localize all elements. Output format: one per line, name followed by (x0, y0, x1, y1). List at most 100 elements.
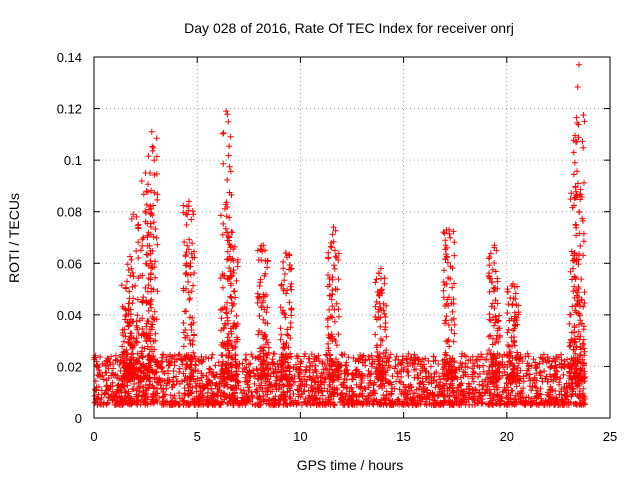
data-point (287, 350, 294, 357)
data-point (507, 392, 514, 399)
data-point (123, 311, 130, 318)
data-point (175, 351, 182, 358)
data-point (377, 323, 384, 330)
data-point (324, 323, 331, 330)
data-point (405, 350, 412, 357)
data-point (281, 277, 288, 284)
data-point (146, 374, 153, 381)
data-point (245, 396, 252, 403)
data-point (161, 378, 168, 385)
data-point (505, 326, 512, 333)
data-point (100, 376, 107, 383)
data-point (171, 401, 178, 408)
data-point (325, 315, 332, 322)
data-point (125, 323, 132, 330)
data-point (486, 392, 493, 399)
data-point (262, 247, 269, 254)
data-point (184, 242, 191, 249)
data-point (567, 196, 574, 203)
data-point (562, 388, 569, 395)
data-point (443, 352, 450, 359)
data-point (364, 399, 371, 406)
data-point (126, 376, 133, 383)
data-point (170, 395, 177, 402)
data-point (359, 390, 366, 397)
data-point (569, 204, 576, 211)
data-point (221, 382, 228, 389)
data-point (445, 336, 452, 343)
data-point (302, 350, 309, 357)
data-point (154, 385, 161, 392)
data-point (490, 369, 497, 376)
data-point (228, 362, 235, 369)
data-point (149, 264, 156, 271)
data-point (329, 291, 336, 298)
y-tick-label: 0.14 (57, 50, 82, 65)
data-point (451, 252, 458, 259)
data-point (572, 274, 579, 281)
data-point (215, 359, 222, 366)
data-point (232, 356, 239, 363)
data-point (272, 377, 279, 384)
data-point (486, 253, 493, 260)
data-point (145, 318, 152, 325)
y-tick-label: 0.06 (57, 256, 82, 271)
data-point (492, 297, 499, 304)
data-point (334, 286, 341, 293)
data-point (359, 393, 366, 400)
data-point (116, 393, 123, 400)
data-point (139, 384, 146, 391)
data-point (447, 275, 454, 282)
data-point (325, 271, 332, 278)
data-point (118, 376, 125, 383)
data-point (331, 306, 338, 313)
data-point (507, 398, 514, 405)
data-point (287, 283, 294, 290)
data-point (176, 365, 183, 372)
data-point (142, 170, 149, 177)
data-point (483, 386, 490, 393)
data-point (183, 221, 190, 228)
data-point (447, 234, 454, 241)
data-point (183, 269, 190, 276)
data-point (129, 269, 136, 276)
data-point (225, 330, 232, 337)
data-point (185, 289, 192, 296)
data-point (581, 395, 588, 402)
data-point (290, 400, 297, 407)
data-point (130, 354, 137, 361)
data-point (186, 295, 193, 302)
data-point (491, 259, 498, 266)
data-point (492, 379, 499, 386)
data-point (147, 257, 154, 264)
data-point (187, 390, 194, 397)
data-point (488, 303, 495, 310)
data-point (503, 379, 510, 386)
data-point (102, 369, 109, 376)
data-point (287, 363, 294, 370)
data-point (286, 365, 293, 372)
data-point (143, 400, 150, 407)
data-point (339, 352, 346, 359)
data-point (433, 379, 440, 386)
data-point (145, 275, 152, 282)
data-point (346, 397, 353, 404)
data-point (383, 388, 390, 395)
data-point (573, 257, 580, 264)
data-point (282, 358, 289, 365)
data-point (495, 362, 502, 369)
data-point (186, 236, 193, 243)
data-point (450, 228, 457, 235)
data-point (220, 130, 227, 137)
data-point (227, 282, 234, 289)
data-point (508, 372, 515, 379)
data-point (222, 360, 229, 367)
data-point (129, 400, 136, 407)
data-point (575, 328, 582, 335)
data-point (234, 394, 241, 401)
data-point (319, 388, 326, 395)
data-point (231, 389, 238, 396)
data-point (411, 374, 418, 381)
data-point (133, 387, 140, 394)
data-point (444, 296, 451, 303)
